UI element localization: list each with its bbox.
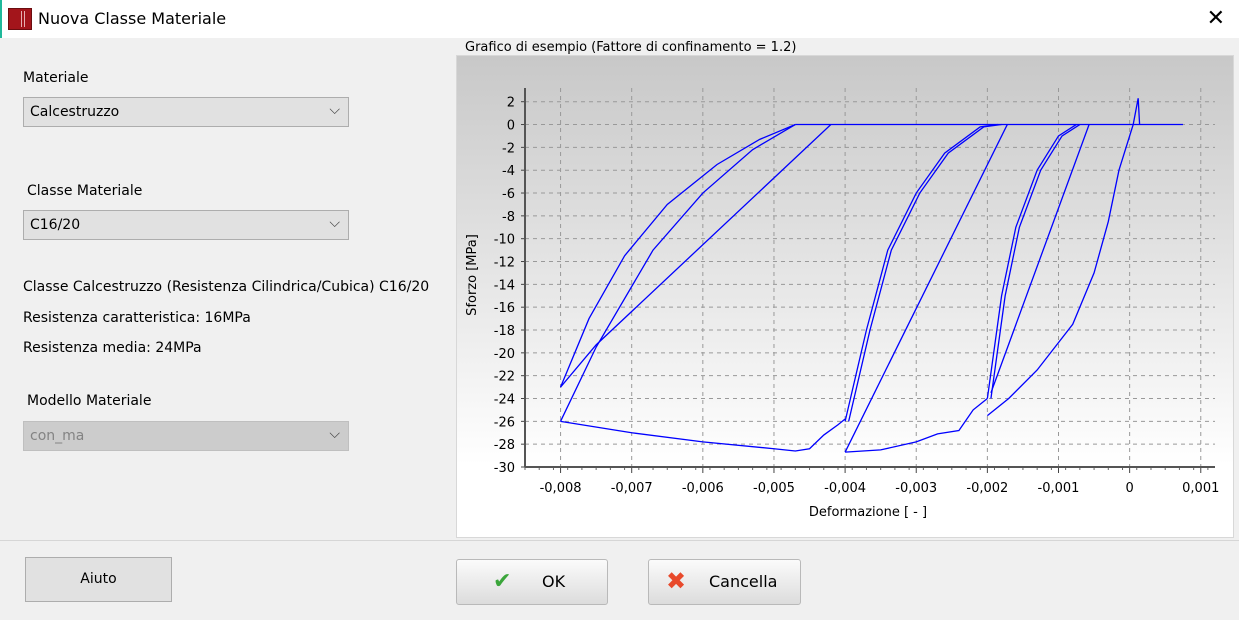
footer-divider [0,540,1239,541]
x-tick-label: -0,005 [753,481,795,496]
chevron-down-icon: ⌵ [329,426,340,442]
x-tick-label: 0 [1125,481,1133,496]
materiale-value: Calcestruzzo [30,104,120,120]
curve-segment [844,124,1008,453]
x-tick-label: -0,004 [824,481,866,496]
curve-segment [559,123,796,422]
close-icon[interactable]: ✕ [1206,6,1225,31]
y-tick-label: -18 [494,324,515,339]
materiale-label: Materiale [23,70,89,86]
plot-area [525,88,1215,467]
info-resistenza-caratteristica: Resistenza caratteristica: 16MPa [23,310,251,326]
y-tick-label: -22 [494,370,515,385]
modello-label: Modello Materiale [27,393,152,409]
curve-segment [560,418,846,452]
chevron-down-icon: ⌵ [329,215,340,231]
classe-label: Classe Materiale [27,183,143,199]
materiale-select[interactable]: Calcestruzzo ⌵ [23,97,349,127]
y-tick-label: -4 [502,164,515,179]
x-tick-label: -0,008 [540,481,582,496]
cancel-button[interactable]: ✖ Cancella [648,559,801,605]
curve-segment [986,98,1141,417]
x-tick-label: -0,001 [1038,481,1080,496]
y-tick-label: -16 [494,301,515,316]
curve-segment [848,123,1002,422]
modello-select: con_ma ⌵ [23,421,349,451]
y-tick-label: -12 [494,256,515,271]
y-tick-label: -30 [494,461,515,476]
chart-title: Grafico di esempio (Fattore di confiname… [465,40,797,55]
classe-value: C16/20 [30,217,81,233]
check-icon: ✔ [493,569,512,594]
curve-segment [560,124,832,388]
x-tick-label: 0,001 [1182,481,1219,496]
classe-select[interactable]: C16/20 ⌵ [23,210,349,240]
x-tick-label: -0,003 [895,481,937,496]
y-tick-label: 0 [507,119,515,134]
curve-segment [990,123,1081,399]
x-tick-label: -0,007 [611,481,653,496]
cross-icon: ✖ [666,567,687,595]
y-axis-label: Sforzo [MPa] [465,234,480,316]
y-tick-label: -14 [494,278,515,293]
chevron-down-icon: ⌵ [329,102,340,118]
curve-segment [990,124,1090,394]
info-classe: Classe Calcestruzzo (Resistenza Cilindri… [23,279,430,295]
info-resistenza-media: Resistenza media: 24MPa [23,340,202,356]
help-button[interactable]: Aiuto [25,557,172,602]
y-tick-label: -8 [502,210,515,225]
curve-segment [845,397,988,453]
y-tick-label: -28 [494,438,515,453]
y-tick-label: -26 [494,415,515,430]
y-tick-label: -2 [502,141,515,156]
x-tick-label: -0,006 [682,481,724,496]
app-icon [8,8,32,30]
y-tick-label: -10 [494,233,515,248]
ok-label: OK [542,572,566,591]
x-axis-label: Deformazione [ - ] [809,505,927,520]
curve-segment [986,123,1077,399]
curve-segment [844,123,999,422]
ok-button[interactable]: ✔ OK [456,559,608,605]
y-tick-label: -6 [502,187,515,202]
y-tick-label: -24 [494,393,515,408]
title-bar: Nuova Classe Materiale ✕ [0,0,1239,38]
curve-segment [559,123,796,388]
modello-value: con_ma [30,428,85,444]
x-tick-label: -0,002 [966,481,1008,496]
window-title: Nuova Classe Materiale [38,9,227,28]
y-tick-label: -20 [494,347,515,362]
y-tick-label: 2 [507,96,515,111]
cancel-label: Cancella [709,572,778,591]
